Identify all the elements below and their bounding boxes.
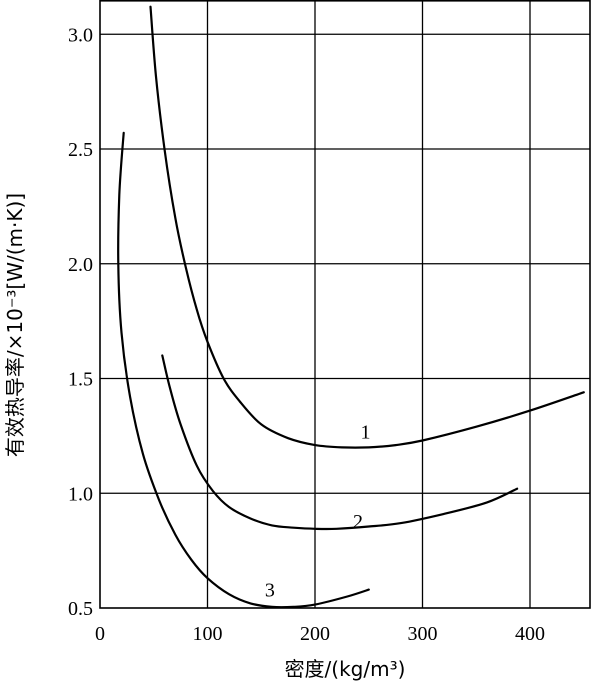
y-tick-label: 1.0: [68, 483, 93, 505]
x-tick-label: 300: [408, 623, 438, 645]
x-tick-label: 400: [515, 623, 545, 645]
y-tick-label: 0.5: [68, 598, 93, 620]
curve-label-2: 2: [353, 511, 363, 533]
curve-label-1: 1: [361, 421, 371, 443]
curve-labels: 1 2 3: [265, 421, 371, 601]
plot-frame: [99, 0, 591, 609]
y-tick-label: 1.5: [68, 369, 93, 391]
curve-2: [161, 354, 519, 531]
y-tick-label: 3.0: [68, 24, 93, 46]
y-tick-label: 2.5: [68, 139, 93, 161]
x-axis-title: 密度/(kg/m³): [285, 657, 406, 681]
y-tick-label: 2.0: [68, 254, 93, 276]
curves: [117, 5, 585, 609]
curve-label-3: 3: [265, 580, 275, 602]
x-tick-label: 100: [193, 623, 223, 645]
x-tick-labels: 0 100 200 300 400: [95, 623, 545, 645]
y-axis-title: 有效热导率/×10⁻³[W/(m·K)]: [3, 193, 27, 457]
curve-3: [117, 131, 370, 609]
y-tick-labels: 0.5 1.0 1.5 2.0 2.5 3.0: [68, 24, 93, 620]
x-tick-label: 0: [95, 623, 105, 645]
grid: [100, 0, 590, 608]
x-tick-label: 200: [300, 623, 330, 645]
curve-1: [149, 5, 585, 449]
